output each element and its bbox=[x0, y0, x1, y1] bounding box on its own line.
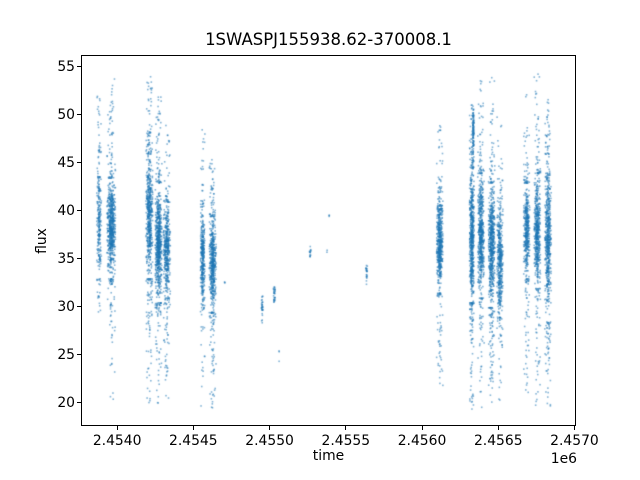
x-tick-mark bbox=[116, 426, 118, 430]
y-tick-mark bbox=[77, 258, 81, 260]
y-tick-label: 45 bbox=[57, 154, 75, 171]
x-tick-label: 2.4540 bbox=[92, 433, 142, 449]
x-tick-mark bbox=[573, 426, 575, 430]
chart-title: 1SWASPJ155938.62-370008.1 bbox=[205, 30, 452, 49]
y-tick-label: 55 bbox=[57, 58, 75, 75]
x-tick-label: 2.4565 bbox=[473, 433, 523, 449]
y-tick-label: 40 bbox=[57, 202, 75, 219]
y-tick-label: 20 bbox=[57, 394, 75, 411]
y-tick-mark bbox=[77, 210, 81, 212]
x-tick-mark bbox=[269, 426, 271, 430]
y-tick-mark bbox=[77, 306, 81, 308]
y-tick-label: 35 bbox=[57, 250, 75, 267]
x-offset-label: 1e6 bbox=[550, 451, 577, 467]
x-tick-label: 2.4555 bbox=[321, 433, 371, 449]
y-tick-mark bbox=[77, 162, 81, 164]
y-tick-label: 30 bbox=[57, 298, 75, 315]
y-tick-label: 50 bbox=[57, 106, 75, 123]
y-axis-label: flux bbox=[34, 228, 50, 254]
x-tick-mark bbox=[497, 426, 499, 430]
y-tick-mark bbox=[77, 402, 81, 403]
x-tick-label: 2.4560 bbox=[397, 433, 447, 449]
x-tick-label: 2.4570 bbox=[550, 433, 599, 449]
x-tick-mark bbox=[345, 426, 347, 430]
y-tick-mark bbox=[77, 114, 81, 116]
x-tick-label: 2.4550 bbox=[245, 433, 294, 449]
x-tick-mark bbox=[421, 426, 423, 430]
x-tick-mark bbox=[192, 426, 194, 430]
plot-area bbox=[81, 55, 577, 427]
scatter-canvas bbox=[82, 56, 577, 427]
y-tick-mark bbox=[77, 354, 81, 356]
y-tick-mark bbox=[77, 66, 81, 68]
y-tick-label: 25 bbox=[57, 346, 75, 363]
x-tick-label: 2.4545 bbox=[169, 433, 218, 449]
x-axis-label: time bbox=[312, 448, 345, 464]
